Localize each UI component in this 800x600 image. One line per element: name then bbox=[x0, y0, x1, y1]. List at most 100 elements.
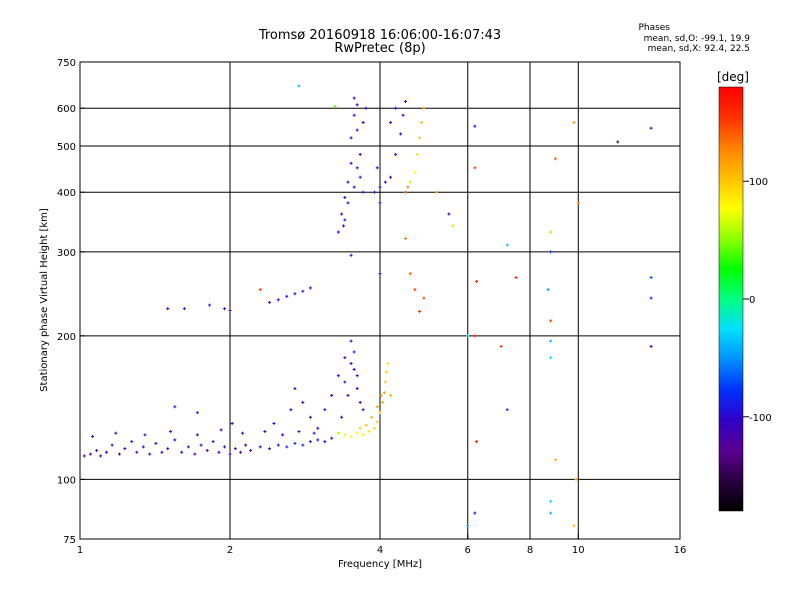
data-point bbox=[422, 296, 426, 300]
data-point bbox=[415, 152, 419, 156]
data-point bbox=[346, 201, 350, 205]
data-point bbox=[649, 276, 653, 280]
data-point bbox=[308, 286, 312, 290]
data-point bbox=[383, 180, 387, 184]
x-tick-label: 4 bbox=[377, 545, 383, 556]
x-tick-label: 6 bbox=[465, 545, 471, 556]
y-axis: 75 100 200 300 400 500 600 750 bbox=[57, 58, 85, 546]
data-point bbox=[223, 445, 227, 449]
data-point bbox=[505, 243, 509, 247]
data-point bbox=[403, 99, 407, 103]
data-point bbox=[352, 96, 356, 100]
phases-o-stats: mean, sd,O: -99.1, 19.9 bbox=[643, 34, 750, 44]
data-point bbox=[616, 140, 620, 144]
data-point bbox=[355, 431, 359, 435]
data-point bbox=[186, 445, 190, 449]
x-tick-label: 16 bbox=[674, 545, 687, 556]
data-point bbox=[343, 195, 347, 199]
data-point bbox=[195, 411, 199, 415]
data-point bbox=[330, 393, 334, 397]
data-point bbox=[378, 272, 382, 276]
data-point bbox=[375, 405, 379, 409]
data-point bbox=[475, 279, 479, 283]
data-point bbox=[367, 430, 371, 434]
data-point bbox=[141, 445, 145, 449]
y-tick-label: 750 bbox=[57, 58, 76, 69]
chart-title: Tromsø 20160918 16:06:00-16:07:43 bbox=[258, 28, 502, 43]
data-points bbox=[82, 84, 653, 528]
data-point bbox=[276, 298, 280, 302]
data-point bbox=[473, 124, 477, 128]
phases-heading: Phases bbox=[638, 23, 670, 33]
data-point bbox=[180, 450, 184, 454]
data-point bbox=[336, 431, 340, 435]
data-point bbox=[422, 106, 426, 110]
data-point bbox=[301, 400, 305, 404]
data-point bbox=[549, 511, 553, 515]
data-point bbox=[267, 447, 271, 451]
data-point bbox=[285, 294, 289, 298]
data-point bbox=[143, 433, 147, 437]
data-point bbox=[355, 103, 359, 107]
data-point bbox=[435, 190, 439, 194]
data-point bbox=[342, 224, 346, 228]
data-point bbox=[381, 400, 385, 404]
x-tick-label: 1 bbox=[77, 545, 83, 556]
data-point bbox=[267, 300, 271, 304]
data-point bbox=[182, 307, 186, 311]
data-point bbox=[173, 405, 177, 409]
data-point bbox=[233, 447, 237, 451]
data-point bbox=[358, 152, 362, 156]
data-point bbox=[394, 106, 398, 110]
x-axis: 1 2 4 6 8 10 16 bbox=[77, 534, 687, 556]
data-point bbox=[352, 350, 356, 354]
data-point bbox=[95, 448, 99, 452]
y-tick-label: 75 bbox=[63, 535, 76, 546]
data-point bbox=[123, 447, 127, 451]
data-point bbox=[352, 185, 356, 189]
data-point bbox=[173, 438, 177, 442]
data-point bbox=[333, 105, 337, 109]
data-point bbox=[413, 170, 417, 174]
data-point bbox=[355, 128, 359, 132]
data-point bbox=[352, 367, 356, 371]
data-point bbox=[505, 408, 509, 412]
colorbar: [deg] 100 0 -100 bbox=[717, 70, 772, 512]
data-point bbox=[499, 344, 503, 348]
x-tick-label: 2 bbox=[227, 545, 233, 556]
data-point bbox=[574, 477, 578, 481]
data-point bbox=[193, 452, 197, 456]
data-point bbox=[349, 136, 353, 140]
data-point bbox=[549, 356, 553, 360]
data-point bbox=[572, 121, 576, 125]
data-point bbox=[466, 334, 470, 338]
data-point bbox=[649, 296, 653, 300]
data-point bbox=[230, 421, 234, 425]
colorbar-tick-label: -100 bbox=[749, 413, 772, 424]
data-point bbox=[408, 180, 412, 184]
data-point bbox=[349, 253, 353, 257]
data-point bbox=[389, 393, 393, 397]
x-tick-label: 10 bbox=[572, 545, 585, 556]
data-point bbox=[293, 441, 297, 445]
data-point bbox=[166, 307, 170, 311]
data-point bbox=[649, 344, 653, 348]
data-point bbox=[349, 435, 353, 439]
y-tick-label: 100 bbox=[57, 475, 76, 486]
data-point bbox=[258, 445, 262, 449]
data-point bbox=[451, 224, 455, 228]
data-point bbox=[514, 276, 518, 280]
data-point bbox=[361, 433, 365, 437]
data-point bbox=[89, 452, 93, 456]
data-point bbox=[420, 121, 424, 125]
y-axis-label: Stationary phase Virtual Height [km] bbox=[39, 208, 50, 392]
data-point bbox=[386, 361, 390, 365]
data-point bbox=[475, 440, 479, 444]
data-point bbox=[135, 450, 139, 454]
data-point bbox=[160, 450, 164, 454]
data-point bbox=[211, 440, 215, 444]
data-point bbox=[148, 452, 152, 456]
data-point bbox=[383, 380, 387, 384]
data-point bbox=[417, 309, 421, 313]
